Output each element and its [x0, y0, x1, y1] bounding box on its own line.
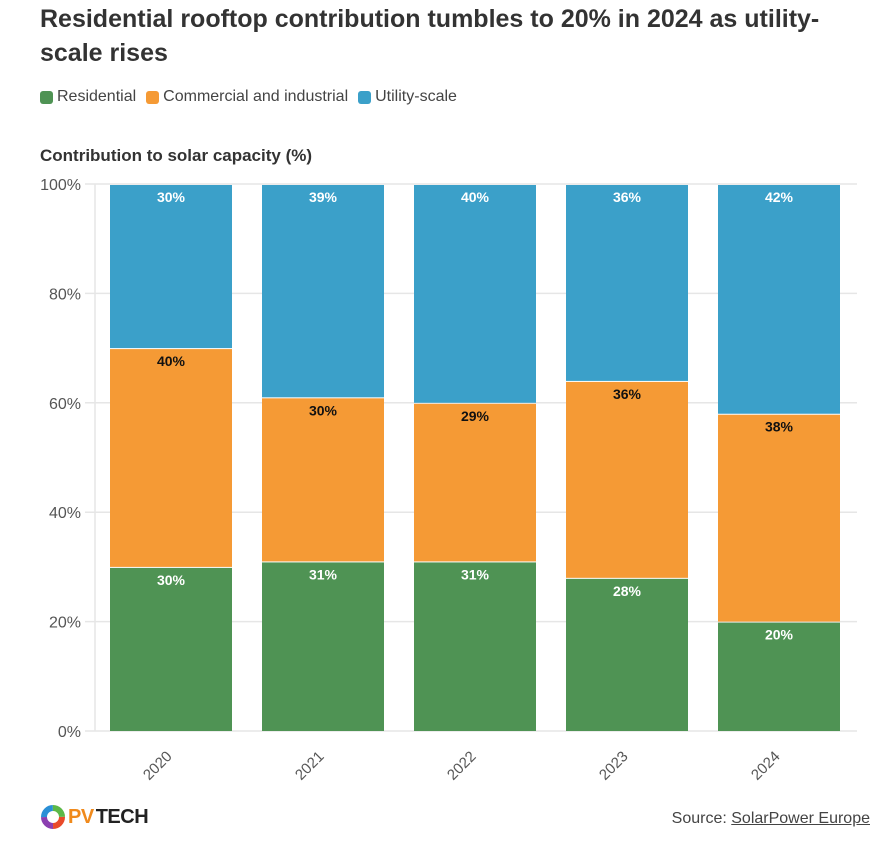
pvtech-logo: PV TECH	[40, 804, 149, 830]
legend-swatch	[40, 90, 53, 104]
bar-segment	[262, 398, 384, 562]
source-prefix: Source:	[671, 810, 732, 827]
bar-segment	[718, 414, 840, 622]
bar-segment	[110, 567, 232, 731]
x-tick-label: 2024	[748, 748, 784, 784]
bar-segment	[262, 562, 384, 731]
data-label: 31%	[461, 566, 490, 582]
bar-segment	[718, 185, 840, 414]
y-tick-label: 80%	[49, 286, 81, 303]
source-link[interactable]: SolarPower Europe	[731, 810, 870, 827]
y-tick-label: 60%	[49, 396, 81, 413]
bar-segment	[566, 185, 688, 381]
data-label: 30%	[309, 402, 338, 418]
data-label: 29%	[461, 408, 490, 424]
data-label: 30%	[157, 189, 186, 205]
data-label: 40%	[157, 353, 186, 369]
data-label: 36%	[613, 386, 642, 402]
legend-label: Commercial and industrial	[163, 88, 349, 105]
bar-segment	[414, 185, 536, 403]
data-label: 40%	[461, 189, 490, 205]
data-label: 31%	[309, 566, 338, 582]
x-tick-label: 2022	[444, 748, 480, 784]
y-tick-label: 40%	[49, 505, 81, 522]
bar-segment	[414, 562, 536, 731]
logo-ring-icon	[41, 805, 65, 829]
legend-item[interactable]: Commercial and industrial	[146, 88, 348, 106]
data-label: 39%	[309, 189, 338, 205]
legend-item[interactable]: Residential	[40, 88, 136, 106]
data-label: 20%	[765, 627, 794, 643]
bar-segment	[566, 381, 688, 578]
bar-segment	[566, 578, 688, 731]
data-label: 28%	[613, 583, 642, 599]
source-note: Source: SolarPower Europe	[672, 810, 870, 828]
bar-segment	[262, 185, 384, 398]
data-label: 38%	[765, 419, 794, 435]
data-label: 42%	[765, 189, 794, 205]
y-tick-label: 20%	[49, 615, 81, 632]
y-tick-label: 100%	[40, 177, 81, 194]
legend-swatch	[358, 90, 372, 104]
legend-label: Utility-scale	[375, 88, 457, 105]
legend-swatch	[146, 90, 160, 104]
bar-segment	[110, 185, 232, 349]
y-tick-label: 0%	[58, 724, 81, 741]
x-tick-label: 2021	[292, 748, 328, 784]
legend-label: Residential	[57, 88, 137, 105]
chart-title: Residential rooftop contribution tumbles…	[40, 5, 820, 67]
bar-segment	[414, 403, 536, 562]
bar-segment	[110, 349, 232, 567]
bar-segment	[718, 622, 840, 731]
x-tick-label: 2023	[596, 748, 632, 784]
data-label: 30%	[157, 572, 186, 588]
y-axis-label: Contribution to solar capacity (%)	[40, 146, 313, 165]
legend: Residential Commercial and industrial Util…	[40, 88, 457, 106]
data-label: 36%	[613, 189, 642, 205]
x-tick-label: 2020	[140, 748, 176, 784]
legend-item[interactable]: Utility-scale	[358, 88, 457, 106]
